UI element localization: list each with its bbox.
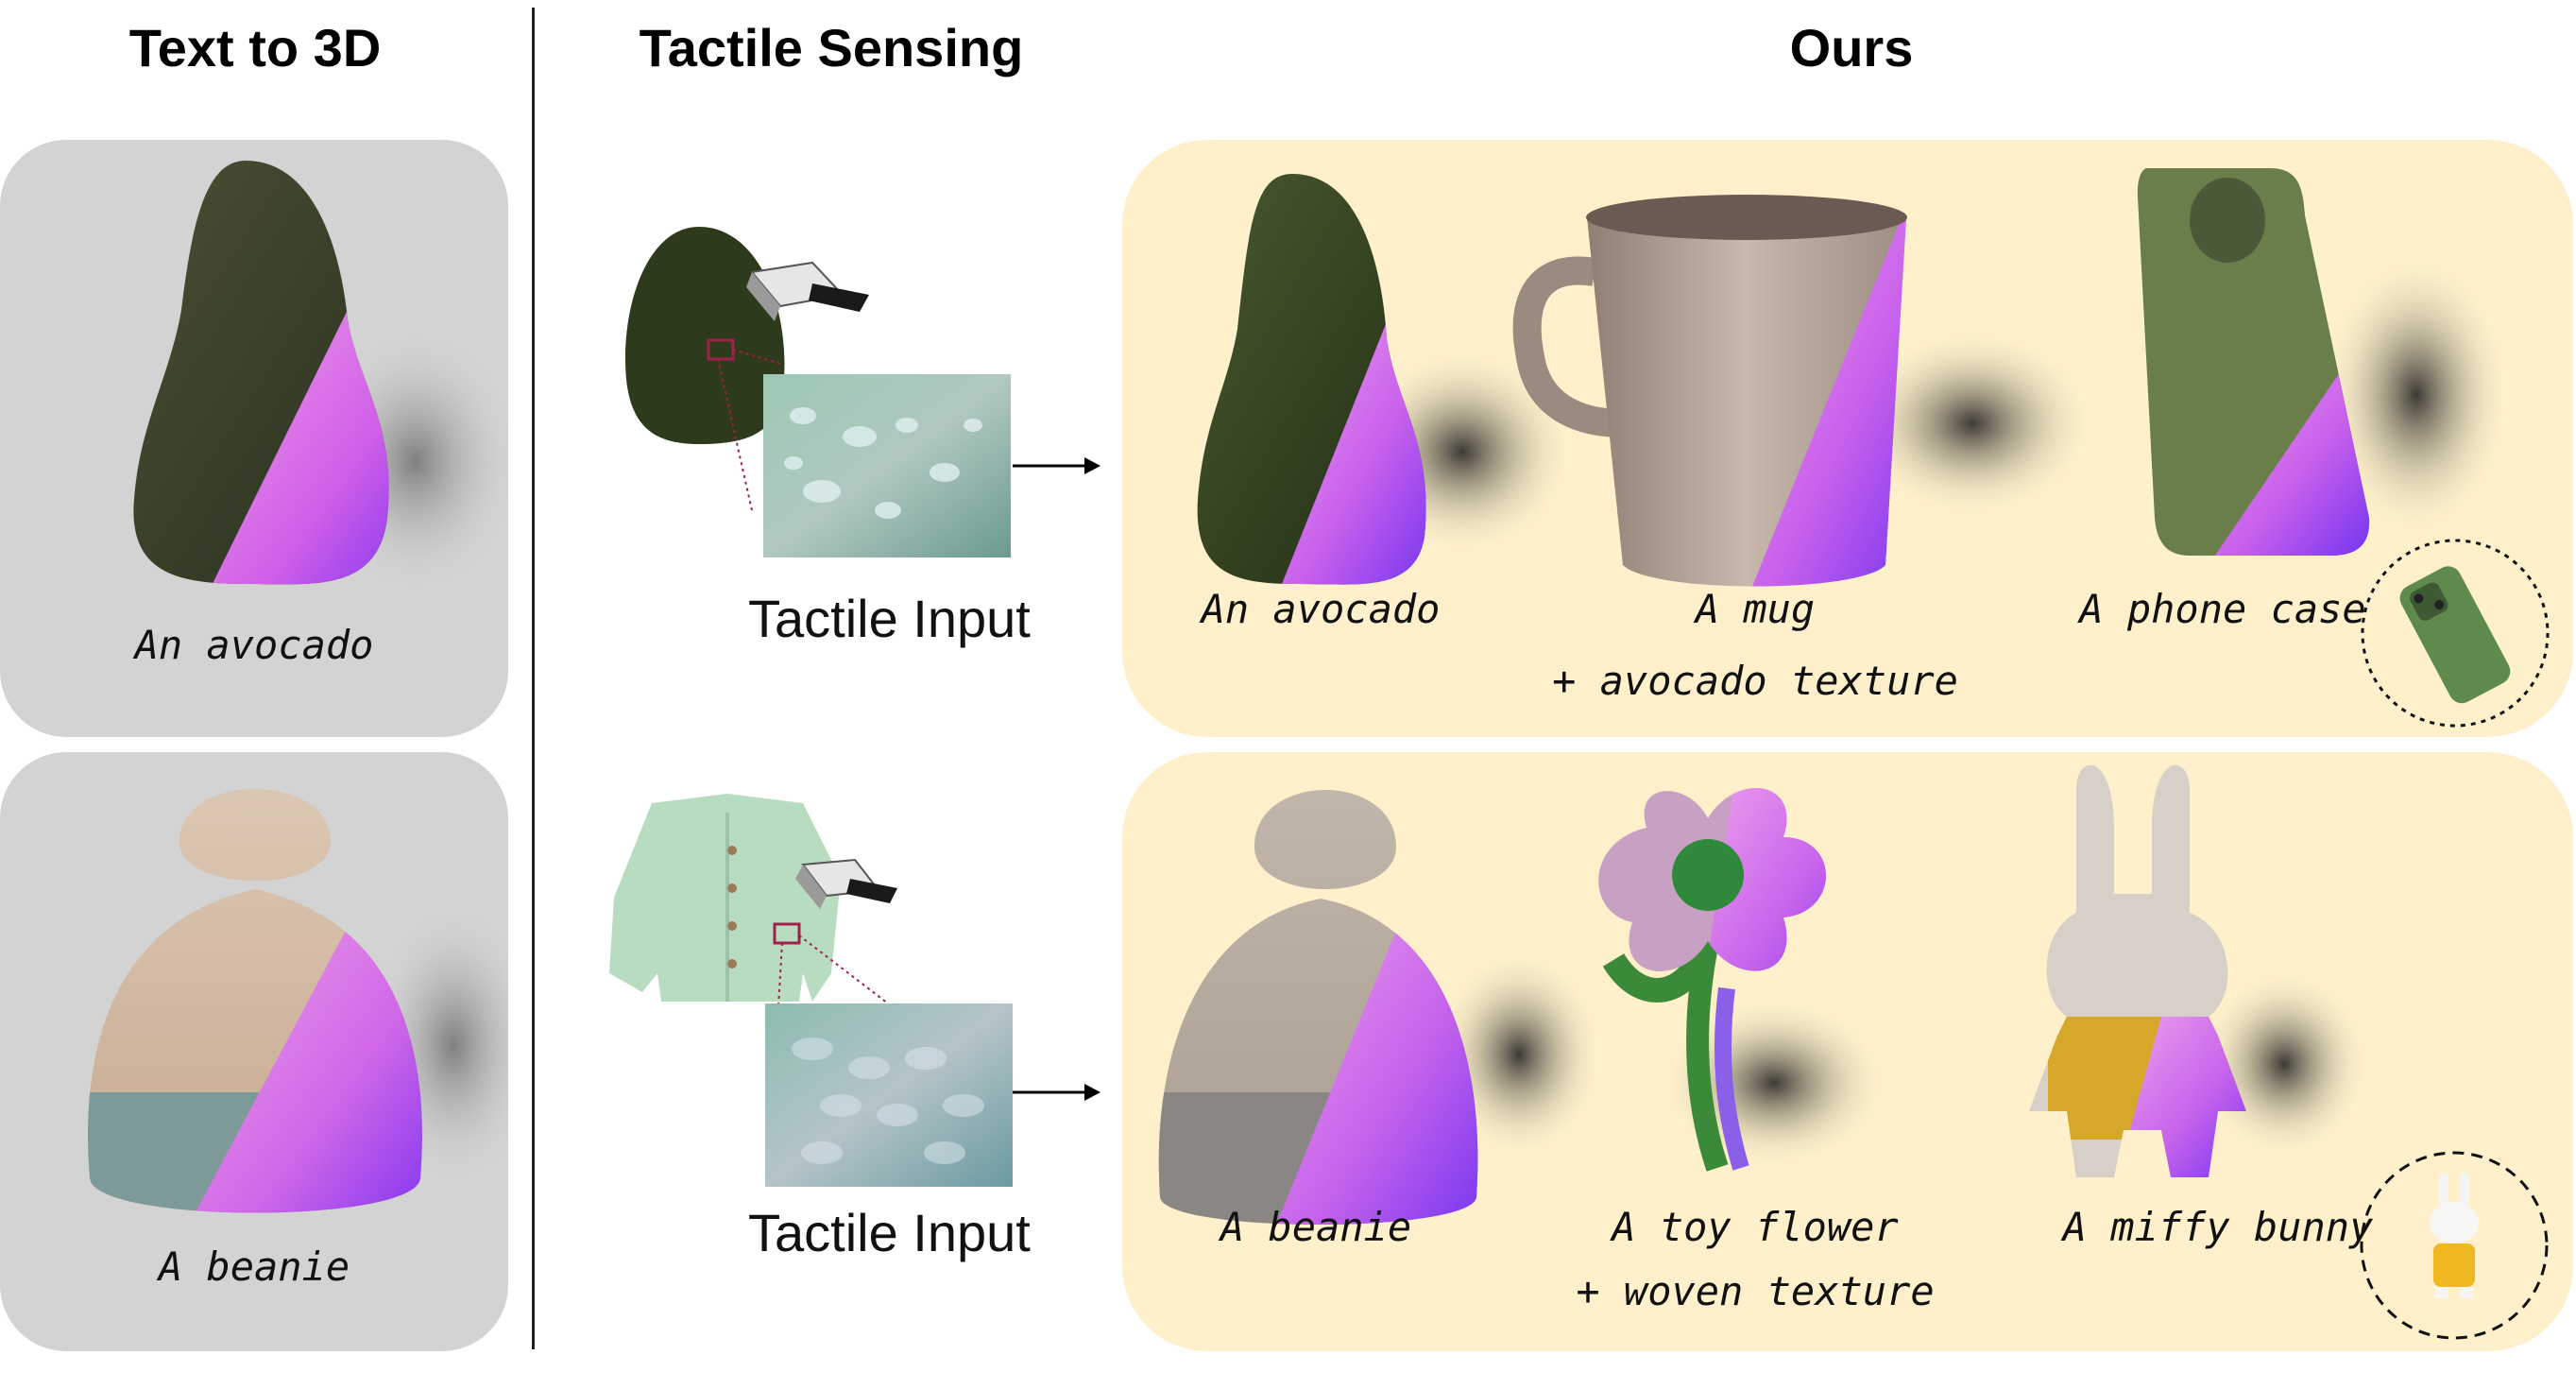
header-text-to-3d: Text to 3D — [128, 18, 382, 77]
header-ours: Ours — [1789, 18, 1914, 77]
tactile-sensing-sweater-illustration — [609, 794, 1100, 1187]
tactile-image — [763, 374, 1011, 557]
ours-mug-caption: A mug — [1695, 586, 1816, 632]
baseline-avocado-render — [133, 161, 508, 593]
ours-row1-panel: An avocado A mug + avocado texture A pho… — [1122, 140, 2573, 737]
phone-reference-circle — [2361, 539, 2550, 728]
mug-handle — [1512, 256, 1624, 437]
text-to-3d-avocado-panel: An avocado — [0, 140, 508, 737]
tactile-sensor-device-bottom — [795, 858, 897, 909]
tactile-sensing-avocado-illustration — [625, 227, 1100, 557]
mug-shadow — [1850, 329, 2095, 518]
beanie-shadow — [1434, 951, 1604, 1158]
ours-bunny-caption: A miffy bunny — [2062, 1204, 2374, 1250]
bunny-reference-circle — [2360, 1151, 2549, 1340]
ours-mug-subcaption: + avocado texture — [1552, 658, 1958, 704]
bunny-reference-photo — [2430, 1173, 2479, 1298]
ours-phone-caption: A phone case — [2079, 586, 2366, 632]
ours-flower-caption: A toy flower — [1612, 1204, 1899, 1250]
baseline-beanie-render — [88, 788, 508, 1213]
sample-marker-square-bottom — [773, 922, 801, 945]
tactile-sensor-device — [746, 261, 869, 321]
ours-beanie-caption: A beanie — [1220, 1204, 1412, 1250]
avocado-photo — [625, 227, 785, 444]
phone-reference-photo — [2399, 566, 2511, 704]
column-divider — [532, 8, 535, 1349]
sweater-photo — [609, 794, 841, 1002]
tactile-image-bottom — [765, 1003, 1013, 1187]
ours-beanie-render — [1158, 790, 1478, 1225]
ours-mug-render — [1587, 217, 1906, 587]
tactile-input-label-bottom: Tactile Input — [748, 1203, 1031, 1262]
phone-shadow — [2322, 253, 2511, 537]
tactile-input-label-top: Tactile Input — [748, 589, 1031, 648]
ours-row1-renders — [1197, 168, 2550, 728]
baseline-avocado-caption: An avocado — [134, 622, 374, 668]
text-to-3d-beanie-panel: A beanie — [0, 752, 508, 1351]
ours-flower-subcaption: + woven texture — [1576, 1268, 1935, 1314]
ours-row2-renders — [1158, 764, 2549, 1340]
ours-row2-panel: A beanie A toy flower + woven texture A … — [1122, 752, 2573, 1351]
ours-avocado-caption: An avocado — [1201, 586, 1441, 632]
header-tactile-sensing: Tactile Sensing — [639, 18, 1024, 77]
baseline-beanie-caption: A beanie — [158, 1243, 350, 1290]
